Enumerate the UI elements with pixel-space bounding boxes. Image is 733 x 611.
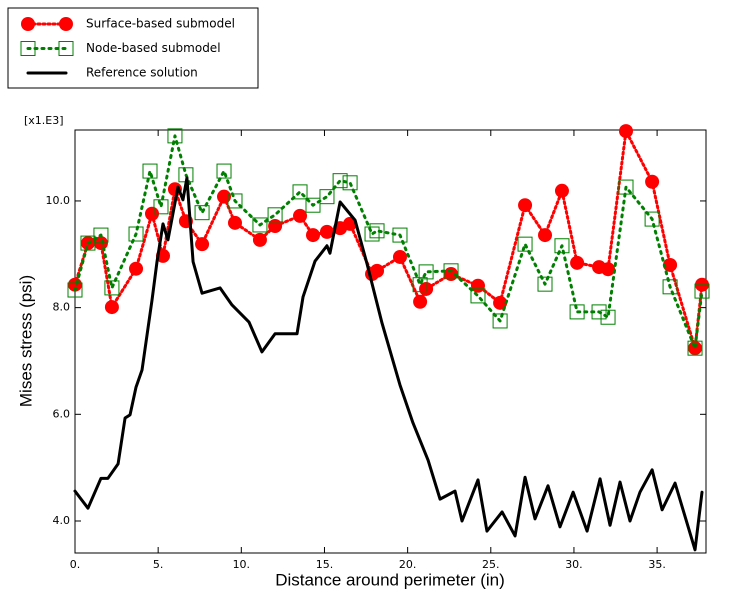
y-tick-label: 10.0 [46,194,71,207]
marker [644,211,660,227]
series-line [73,176,704,552]
marker [412,277,428,293]
legend-label: Surface-based submodel [86,17,235,31]
marker [319,224,334,239]
marker [369,223,385,239]
marker [195,237,210,252]
marker [67,282,83,298]
marker [688,341,703,356]
marker [342,175,358,191]
marker [517,236,533,252]
marker [167,128,183,144]
marker [554,238,570,254]
x-tick-label: 15. [316,558,334,571]
marker [305,228,320,243]
x-tick-label: 10. [233,558,251,571]
marker [687,340,703,356]
marker [538,228,553,243]
marker [600,309,616,325]
marker [216,163,232,179]
marker [443,263,459,279]
x-tick-label: 5. [153,558,164,571]
x-tick-label: 30. [565,558,583,571]
legend-marker [21,17,35,31]
marker [364,226,380,242]
x-tick-label: 35. [648,558,666,571]
marker [153,199,169,215]
legend-marker [58,41,74,56]
marker [537,276,553,292]
marker [194,205,210,221]
y-tick-label: 6.0 [53,407,71,420]
marker [695,277,710,292]
marker [129,261,144,276]
series-line [73,134,704,350]
marker [292,184,308,200]
marker [470,278,485,293]
x-tick-label: 0. [70,558,81,571]
legend-label: Reference solution [86,66,198,80]
marker [493,295,508,310]
marker [601,262,616,277]
marker [470,288,486,304]
marker [419,281,434,296]
marker [591,304,607,320]
marker [569,304,585,320]
marker [518,198,533,213]
marker [93,236,108,251]
marker [618,179,634,195]
legend-marker [59,17,73,31]
marker [227,193,243,209]
scale-annotation: [x1.E3] [24,114,64,127]
marker [104,280,120,296]
marker [694,283,710,299]
marker [305,197,321,213]
marker [492,313,508,329]
marker [662,279,678,295]
marker [392,249,407,264]
x-tick-label: 25. [482,558,500,571]
marker [268,219,283,234]
marker [217,189,232,204]
legend-label: Node-based submodel [86,41,221,55]
y-axis-title: Mises stress (psi) [16,275,35,407]
marker [392,227,408,243]
plot-frame [74,129,707,554]
marker [267,207,283,223]
marker [142,163,158,179]
marker [554,183,569,198]
marker [128,226,144,242]
marker [413,294,428,309]
marker [570,255,585,270]
y-tick-label: 8.0 [53,301,71,314]
marker [252,217,268,233]
marker [663,257,678,272]
marker [418,264,434,280]
marker [227,215,242,230]
marker [80,235,96,251]
marker [252,232,267,247]
x-tick-label: 20. [399,558,417,571]
marker [104,300,119,315]
y-tick-label: 4.0 [53,514,71,527]
marker [145,206,160,221]
marker [319,189,335,205]
marker [293,208,308,223]
marker [645,174,660,189]
marker [370,263,385,278]
marker [332,173,348,189]
marker [619,124,634,139]
marker [93,227,109,243]
legend-marker [20,41,36,56]
x-axis-title: Distance around perimeter (in) [275,570,505,589]
